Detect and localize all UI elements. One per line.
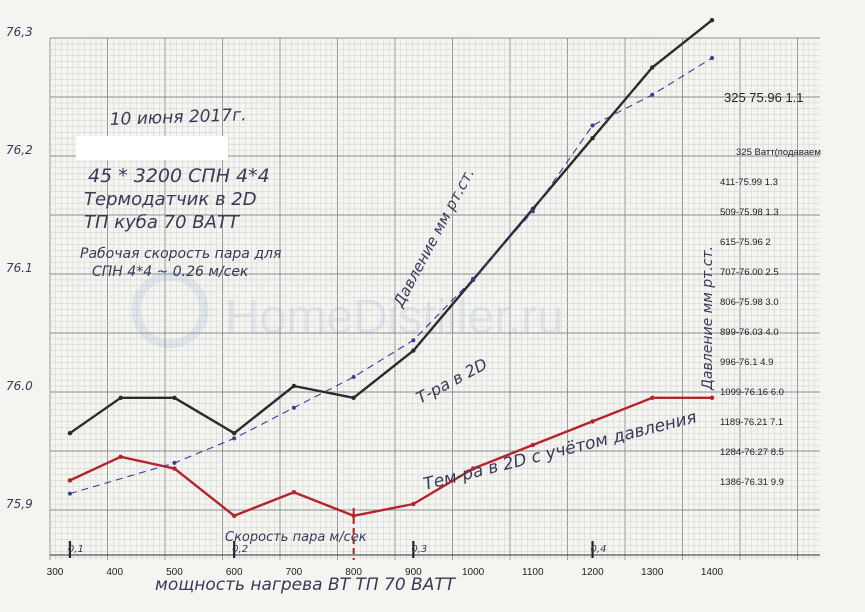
x-axis-caption: мощность нагрева ВТ ТП 70 ВАТТ — [155, 575, 457, 595]
data-point — [709, 395, 715, 400]
x-tick-label: 1100 — [522, 567, 544, 578]
data-point — [118, 395, 123, 400]
grid-paper — [49, 37, 820, 560]
y-tick-label: 76.0 — [6, 379, 33, 393]
data-point — [710, 56, 714, 60]
table-row: 1386-76.31 9.9 — [720, 477, 784, 488]
x-tick-label: 300 — [47, 567, 64, 578]
data-point — [67, 431, 73, 436]
date-note: 10 июня 2017г. — [109, 105, 246, 130]
data-point — [411, 338, 416, 343]
data-point — [590, 419, 595, 424]
pressure-axis-label: Давление мм рт.ст. — [700, 246, 716, 391]
data-point — [351, 375, 356, 380]
data-point — [231, 513, 237, 518]
data-point — [530, 442, 536, 448]
data-point — [471, 276, 476, 281]
data-point — [67, 491, 72, 496]
data-point — [590, 136, 595, 141]
x-tick-label: 600 — [226, 567, 243, 578]
y-tick-label: 76,2 — [6, 143, 33, 157]
speed-tick-label: 0,4 — [591, 544, 607, 555]
y-tick-label: 76.1 — [6, 261, 33, 275]
table-row: 325 75.96 1.1 — [724, 90, 804, 105]
x-tick-label: 400 — [106, 567, 123, 578]
data-point — [172, 395, 177, 400]
data-point — [291, 405, 296, 410]
data-table: 325 75.96 1.1 325 Ватт(подаваем 411-75.99 … — [720, 90, 821, 488]
table-row: 509-75.98 1.3 — [720, 207, 779, 218]
table-row: 707-76.00 2.5 — [720, 267, 779, 278]
speed-note-1: Рабочая скорость пара для — [80, 246, 281, 262]
watermark: HomeDistiller.ru — [131, 271, 564, 349]
redaction-box — [76, 136, 228, 160]
x-tick-label: 1000 — [462, 567, 485, 578]
markers-layer — [67, 18, 715, 518]
y-tick-label: 76,3 — [6, 25, 33, 39]
data-point — [118, 454, 123, 459]
axes: 300 400 500 600 700 800 900 1000 1100 1200 1300 140… — [6, 25, 820, 578]
speed-note-2: СПН 4*4 ~ 0.26 м/сек — [92, 264, 249, 280]
x-tick-label: 800 — [345, 567, 362, 578]
svg-text:HomeDistiller.ru: HomeDistiller.ru — [225, 291, 564, 344]
table-row: 325 Ватт(подаваем — [736, 147, 821, 158]
data-point — [232, 436, 237, 441]
data-point — [470, 466, 476, 471]
data-point — [172, 460, 177, 465]
x-tick-label: 1300 — [641, 567, 664, 578]
data-point — [590, 123, 595, 128]
x-tick-label: 900 — [405, 567, 422, 578]
data-point — [67, 478, 73, 483]
data-point — [411, 348, 416, 353]
power-note: ТП куба 70 ВАТТ — [84, 212, 241, 233]
x-tick-label: 1200 — [581, 567, 604, 578]
data-point — [291, 383, 297, 389]
setup-note: 45 * 3200 СПН 4*4 — [88, 165, 270, 187]
data-point — [650, 92, 655, 97]
x-tick-label: 500 — [166, 567, 183, 578]
data-point — [709, 18, 715, 23]
data-point — [351, 395, 356, 400]
speed-tick-label: 0,2 — [232, 544, 248, 555]
y-tick-label: 75,9 — [6, 497, 33, 511]
sensor-note: Термодатчик в 2D — [84, 189, 257, 210]
table-row: 1189-76.21 7.1 — [720, 417, 783, 428]
table-row: 1284-76.27 8.5 — [720, 447, 784, 458]
table-row: 1099-76.16 6.0 — [720, 387, 784, 398]
table-row: 411-75.99 1.3 — [720, 177, 778, 188]
x-tick-label: 1400 — [701, 567, 724, 578]
data-point — [650, 65, 655, 70]
speed-tick-label: 0,1 — [68, 544, 84, 555]
table-row: 806-75.98 3.0 — [720, 297, 779, 308]
data-point — [351, 513, 356, 518]
speed-tick-label: 0,3 — [411, 544, 427, 555]
table-row: 996-76.1 4.9 — [720, 357, 773, 368]
temperature-line — [69, 19, 713, 435]
data-point — [530, 209, 535, 214]
speed-caption: Скорость пара м/сек — [225, 530, 367, 545]
data-point — [291, 490, 297, 495]
data-point — [231, 431, 237, 436]
data-point — [411, 501, 416, 507]
table-row: 615-75.96 2 — [720, 237, 771, 248]
temperature-line — [69, 396, 712, 517]
x-tick-label: 700 — [286, 567, 303, 578]
data-point — [650, 395, 655, 400]
table-row: 899-76.03 4.0 — [720, 327, 779, 338]
data-point — [172, 466, 177, 471]
